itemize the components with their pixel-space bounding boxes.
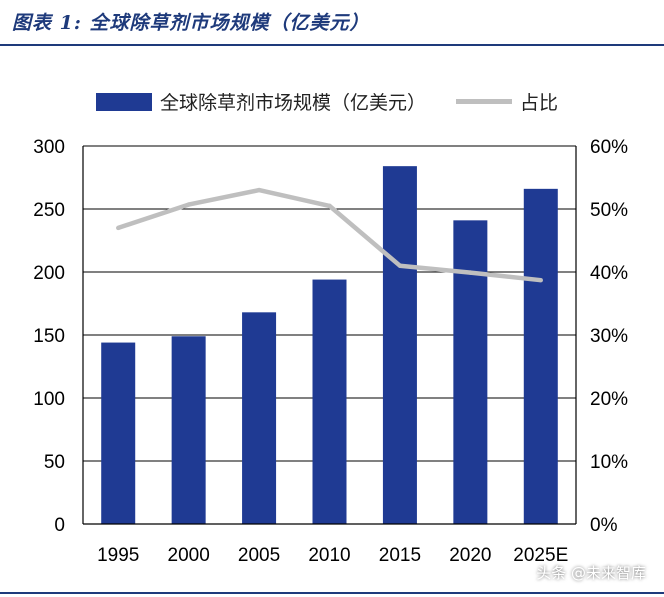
legend: 全球除草剂市场规模（亿美元） 占比 bbox=[96, 88, 558, 115]
bar bbox=[171, 336, 206, 524]
x-tick-label: 2005 bbox=[238, 545, 280, 566]
x-tick-label: 2010 bbox=[308, 545, 350, 566]
y-left-tick-label: 200 bbox=[33, 263, 65, 284]
legend-bar-label: 全球除草剂市场规模（亿美元） bbox=[160, 92, 427, 114]
y-right-tick-label: 0% bbox=[590, 515, 618, 536]
y-left-tick-label: 50 bbox=[44, 452, 65, 473]
y-right-tick-label: 50% bbox=[590, 200, 628, 221]
y-left-tick-label: 0 bbox=[54, 515, 65, 536]
bar bbox=[453, 220, 488, 524]
top-rule bbox=[0, 44, 664, 46]
x-tick-label: 2020 bbox=[449, 545, 491, 566]
bar bbox=[523, 188, 558, 524]
y-left-tick-label: 250 bbox=[33, 200, 65, 221]
share-point bbox=[397, 263, 403, 268]
share-point bbox=[538, 277, 543, 283]
watermark: 头条 @未来智库 bbox=[536, 564, 646, 582]
legend-bar-swatch bbox=[96, 92, 152, 111]
bar bbox=[382, 166, 417, 524]
x-tick-label: 2000 bbox=[168, 545, 210, 566]
y-left-tick-label: 150 bbox=[33, 326, 65, 347]
y-right-tick-label: 40% bbox=[590, 263, 628, 284]
share-point bbox=[468, 270, 473, 275]
bar bbox=[101, 342, 136, 524]
bar bbox=[312, 279, 347, 524]
y-right-tick-label: 60% bbox=[590, 137, 628, 158]
share-point bbox=[186, 202, 191, 207]
y-right-tick-label: 10% bbox=[590, 452, 628, 473]
share-point bbox=[327, 203, 332, 209]
legend-line-swatch bbox=[456, 99, 513, 104]
x-tick-label: 2015 bbox=[379, 545, 421, 566]
bottom-rule bbox=[0, 592, 664, 594]
share-point bbox=[116, 225, 121, 231]
y-left-tick-label: 300 bbox=[33, 137, 65, 158]
y-left-tick-label: 100 bbox=[33, 389, 65, 410]
figure-title: 图表 1: 全球除草剂市场规模（亿美元） bbox=[12, 12, 370, 34]
bar bbox=[242, 312, 277, 524]
share-point bbox=[256, 187, 262, 193]
legend-line-label: 占比 bbox=[520, 92, 559, 114]
y-right-tick-label: 30% bbox=[590, 326, 628, 347]
x-tick-label: 2025E bbox=[513, 545, 568, 566]
y-right-tick-label: 20% bbox=[590, 389, 628, 410]
x-tick-label: 1995 bbox=[97, 545, 139, 566]
